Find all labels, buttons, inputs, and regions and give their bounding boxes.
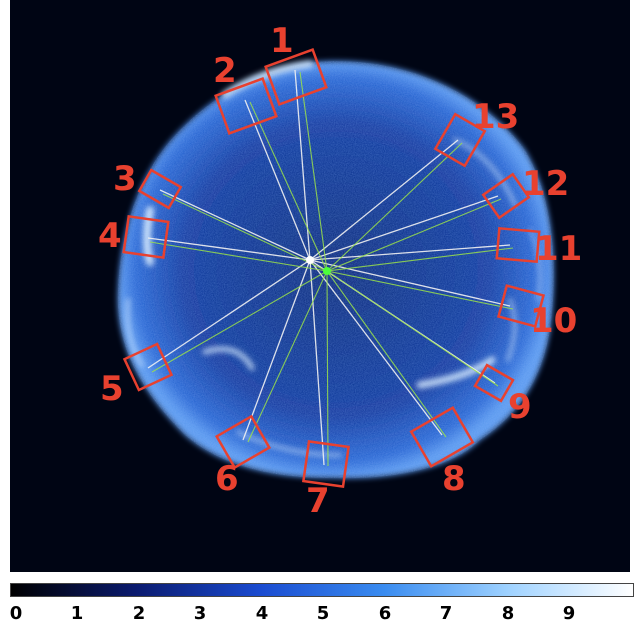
colorbar-tick-1: 1 xyxy=(70,603,84,624)
region-labels: 1 2 3 4 5 6 7 8 9 10 11 12 13 xyxy=(98,21,582,521)
region-box-8 xyxy=(409,405,475,469)
region-label-10: 10 xyxy=(530,301,577,341)
colorbar-tick-6: 6 xyxy=(378,603,392,624)
region-label-2: 2 xyxy=(213,51,237,91)
colorbar-tick-0: 0 xyxy=(9,603,23,624)
region-box-3 xyxy=(137,168,183,210)
region-label-12: 12 xyxy=(522,164,569,204)
colorbar-tick-8: 8 xyxy=(501,603,515,624)
region-box-10 xyxy=(496,284,546,328)
center-marker-green xyxy=(323,267,331,275)
region-boxes xyxy=(122,48,546,489)
colorbar-tick-5: 5 xyxy=(316,603,330,624)
center-marker-white xyxy=(306,256,314,264)
colorbar-tick-2: 2 xyxy=(132,603,146,624)
colorbar-tick-4: 4 xyxy=(255,603,269,624)
region-label-1: 1 xyxy=(270,21,294,61)
region-label-11: 11 xyxy=(535,229,582,269)
colorbar-tick-9: 9 xyxy=(562,603,576,624)
colorbar-tick-7: 7 xyxy=(439,603,453,624)
region-label-5: 5 xyxy=(100,369,124,409)
region-label-4: 4 xyxy=(98,216,122,256)
region-label-7: 7 xyxy=(306,481,330,521)
region-box-12 xyxy=(481,172,531,220)
region-box-1 xyxy=(264,48,328,106)
region-box-9 xyxy=(473,363,515,403)
green-lines xyxy=(149,71,514,467)
region-label-9: 9 xyxy=(508,387,532,427)
xray-image-svg: 1 2 3 4 5 6 7 8 9 10 11 12 13 xyxy=(98,21,582,521)
region-label-3: 3 xyxy=(113,159,137,199)
region-box-6 xyxy=(214,414,272,470)
region-box-11 xyxy=(495,226,541,264)
region-box-2 xyxy=(214,77,278,135)
region-label-13: 13 xyxy=(472,97,519,137)
colorbar xyxy=(10,583,634,597)
colorbar-tick-3: 3 xyxy=(193,603,207,624)
region-box-13 xyxy=(433,112,487,168)
region-label-8: 8 xyxy=(442,459,466,499)
region-label-6: 6 xyxy=(215,459,239,499)
region-box-4 xyxy=(122,214,170,260)
region-box-7 xyxy=(301,439,351,489)
region-box-5 xyxy=(122,342,174,392)
xray-image: 1 2 3 4 5 6 7 8 9 10 11 12 13 xyxy=(10,0,630,572)
